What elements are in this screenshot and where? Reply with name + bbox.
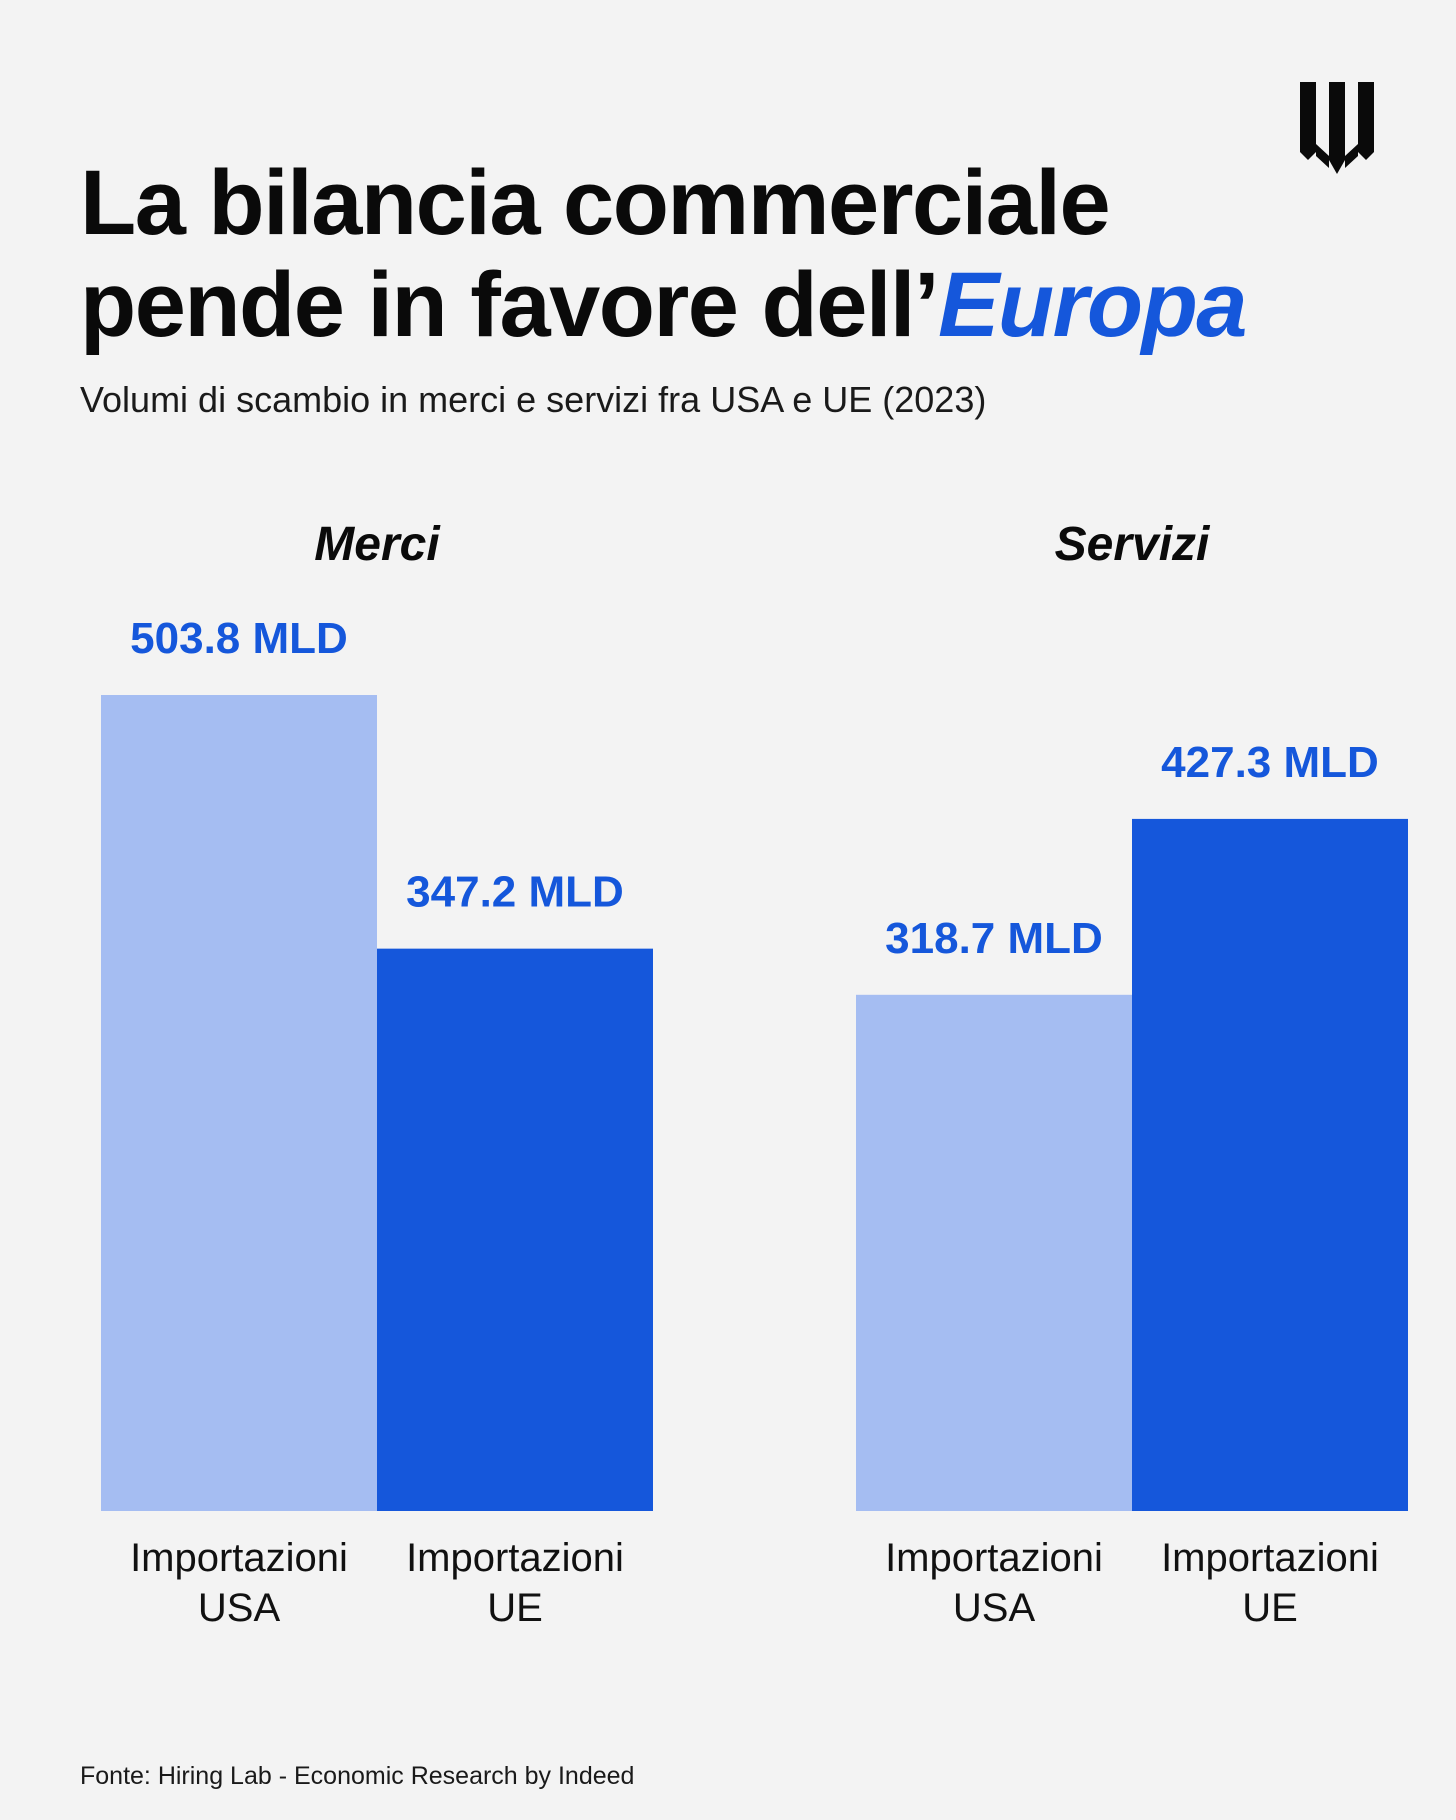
category-label-line2-0-0: USA — [198, 1586, 281, 1630]
category-label-line1-1-1: Importazioni — [1161, 1536, 1379, 1580]
title-accent: Europa — [938, 254, 1247, 356]
group-title-1: Servizi — [1055, 518, 1211, 571]
value-label-1-0: 318.7 MLD — [885, 914, 1103, 963]
category-label-line2-0-1: UE — [487, 1586, 543, 1630]
value-label-1-1: 427.3 MLD — [1161, 738, 1379, 787]
category-label-line2-1-1: UE — [1242, 1586, 1298, 1630]
title-line1: La bilancia commerciale — [80, 152, 1111, 254]
bar-1-0 — [856, 994, 1132, 1511]
category-label-line2-1-0: USA — [953, 1586, 1036, 1630]
value-label-0-0: 503.8 MLD — [130, 614, 348, 663]
bar-0-1 — [377, 948, 653, 1511]
value-label-0-1: 347.2 MLD — [406, 868, 624, 917]
title-line2-prefix: pende in favore dell’ — [80, 254, 940, 356]
category-label-line1-0-0: Importazioni — [130, 1536, 348, 1580]
source-note: Fonte: Hiring Lab - Economic Research by… — [80, 1762, 635, 1790]
page-title: La bilancia commerciale pende in favore … — [80, 152, 1247, 356]
category-label-line1-1-0: Importazioni — [885, 1536, 1103, 1580]
bar-0-0 — [101, 695, 377, 1511]
category-label-line1-0-1: Importazioni — [406, 1536, 624, 1580]
subtitle: Volumi di scambio in merci e servizi fra… — [80, 379, 987, 420]
group-title-0: Merci — [314, 518, 441, 571]
bar-1-1 — [1132, 818, 1408, 1511]
w-shield-logo-icon — [1300, 82, 1374, 174]
